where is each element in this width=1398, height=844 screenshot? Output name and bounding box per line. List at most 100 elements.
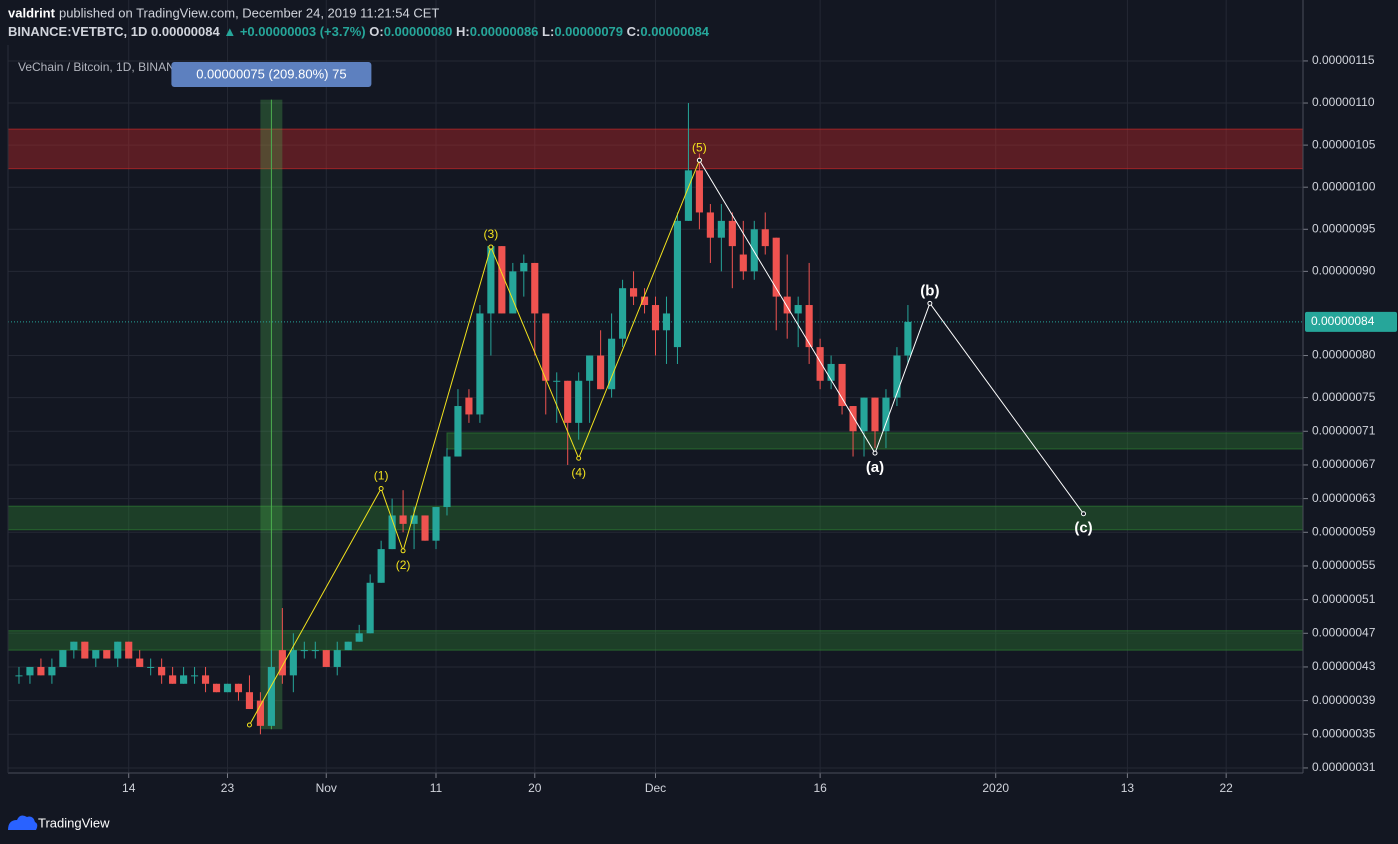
y-tick-label: 0.00000090 — [1312, 264, 1376, 278]
wave-point — [488, 244, 494, 250]
candle-body — [684, 170, 692, 221]
y-tick-label: 0.00000115 — [1312, 53, 1375, 67]
x-tick-label: 13 — [1121, 781, 1135, 795]
y-tick-label: 0.00000031 — [1312, 760, 1376, 774]
candle-body — [81, 641, 89, 659]
candle-body — [333, 650, 341, 667]
wave-label: (c) — [1074, 520, 1092, 537]
zone — [7, 128, 1304, 170]
y-tick-label: 0.00000035 — [1312, 726, 1376, 740]
candle-body — [586, 355, 594, 381]
candle-body — [542, 313, 550, 381]
ohlc-key: C: — [627, 24, 641, 39]
candle-body — [882, 397, 890, 432]
y-tick-label: 0.00000095 — [1312, 221, 1376, 235]
x-tick-label: 14 — [122, 781, 136, 795]
wave-line — [698, 160, 1084, 515]
candle-body — [487, 246, 495, 314]
candle-body — [136, 658, 144, 667]
candle-body — [158, 666, 166, 676]
candle-body — [706, 212, 714, 238]
candle-body — [575, 380, 583, 423]
x-tick-label: 23 — [221, 781, 235, 795]
candle-body — [399, 515, 407, 524]
y-tick-label: 0.00000100 — [1312, 179, 1376, 193]
candle-body — [103, 650, 111, 659]
candle-body — [289, 650, 297, 676]
candle-body — [92, 650, 100, 659]
candle-body — [805, 305, 813, 348]
candle-body — [48, 666, 56, 676]
candle-body — [750, 229, 758, 272]
x-tick-label: 20 — [528, 781, 542, 795]
chart-title: VeChain / Bitcoin, 1D, BINANCE — [18, 60, 191, 74]
y-tick-label: 0.00000063 — [1312, 491, 1376, 505]
candle-body — [322, 650, 330, 667]
candle-body — [344, 641, 352, 651]
candle-body — [278, 650, 286, 676]
ohlc-key: H: — [456, 24, 470, 39]
arrow: ▲ — [223, 24, 236, 39]
wave-point — [1081, 511, 1087, 517]
candle-body — [37, 666, 45, 676]
change: +0.00000003 (+3.7%) — [240, 24, 366, 39]
candle-body — [114, 641, 122, 659]
candle-body — [388, 515, 396, 550]
ohlc-value: 0.00000080 — [384, 24, 453, 39]
candle-body — [640, 296, 649, 306]
measure-box — [171, 62, 372, 87]
candle-body — [311, 650, 319, 652]
measure-label: 0.00000075 (209.80%) 75 — [196, 66, 346, 81]
tradingview-logo: TradingView — [8, 815, 110, 830]
y-tick-label: 0.00000110 — [1312, 95, 1375, 109]
candle-body — [201, 675, 210, 684]
wave-label: (b) — [920, 282, 939, 299]
ohlc-value: 0.00000084 — [640, 24, 709, 39]
candle-body — [794, 305, 802, 314]
y-tick-label: 0.00000051 — [1312, 592, 1376, 606]
candle-body — [695, 170, 703, 213]
ohlc-key: O: — [369, 24, 383, 39]
y-tick-label: 0.00000059 — [1312, 524, 1376, 538]
ohlc-value: 0.00000086 — [470, 24, 539, 39]
candle-body — [366, 582, 374, 634]
candle-body — [531, 262, 539, 314]
candle-body — [597, 355, 605, 390]
wave-point — [872, 450, 878, 456]
y-tick-label: 0.00000047 — [1312, 625, 1376, 639]
wave-point — [576, 455, 582, 461]
wave-label: (a) — [866, 459, 884, 476]
candle-body — [717, 220, 725, 238]
candle-body — [509, 271, 517, 314]
candle-body — [564, 380, 572, 423]
candle-body — [629, 288, 638, 297]
candle-body — [147, 666, 155, 668]
candle-body — [410, 515, 418, 524]
candle-body — [234, 683, 243, 693]
wave-label: (3) — [484, 227, 499, 241]
candle-body — [498, 246, 506, 314]
x-tick-label: Dec — [645, 781, 666, 795]
candle-body — [772, 237, 780, 297]
x-tick-label: Nov — [316, 781, 337, 795]
candle-body — [783, 296, 791, 314]
candle-body — [827, 363, 835, 381]
candle-body — [180, 675, 188, 684]
candle-body — [421, 515, 429, 541]
last-price-box — [1305, 311, 1397, 332]
wave-label: (1) — [374, 469, 389, 483]
y-tick-label: 0.00000067 — [1312, 457, 1376, 471]
candle-body — [651, 305, 660, 331]
candle-body — [191, 675, 199, 677]
candle-body — [465, 397, 473, 415]
ohlc-key: L: — [542, 24, 554, 39]
candle-body — [476, 313, 484, 415]
y-tick-label: 0.00000080 — [1312, 348, 1376, 362]
author: valdrint — [8, 5, 56, 20]
candle-body — [169, 675, 177, 684]
x-tick-label: 2020 — [982, 781, 1009, 795]
published: published on TradingView.com, December 2… — [59, 5, 439, 20]
candle-body — [355, 633, 363, 642]
candle-body — [443, 456, 451, 508]
